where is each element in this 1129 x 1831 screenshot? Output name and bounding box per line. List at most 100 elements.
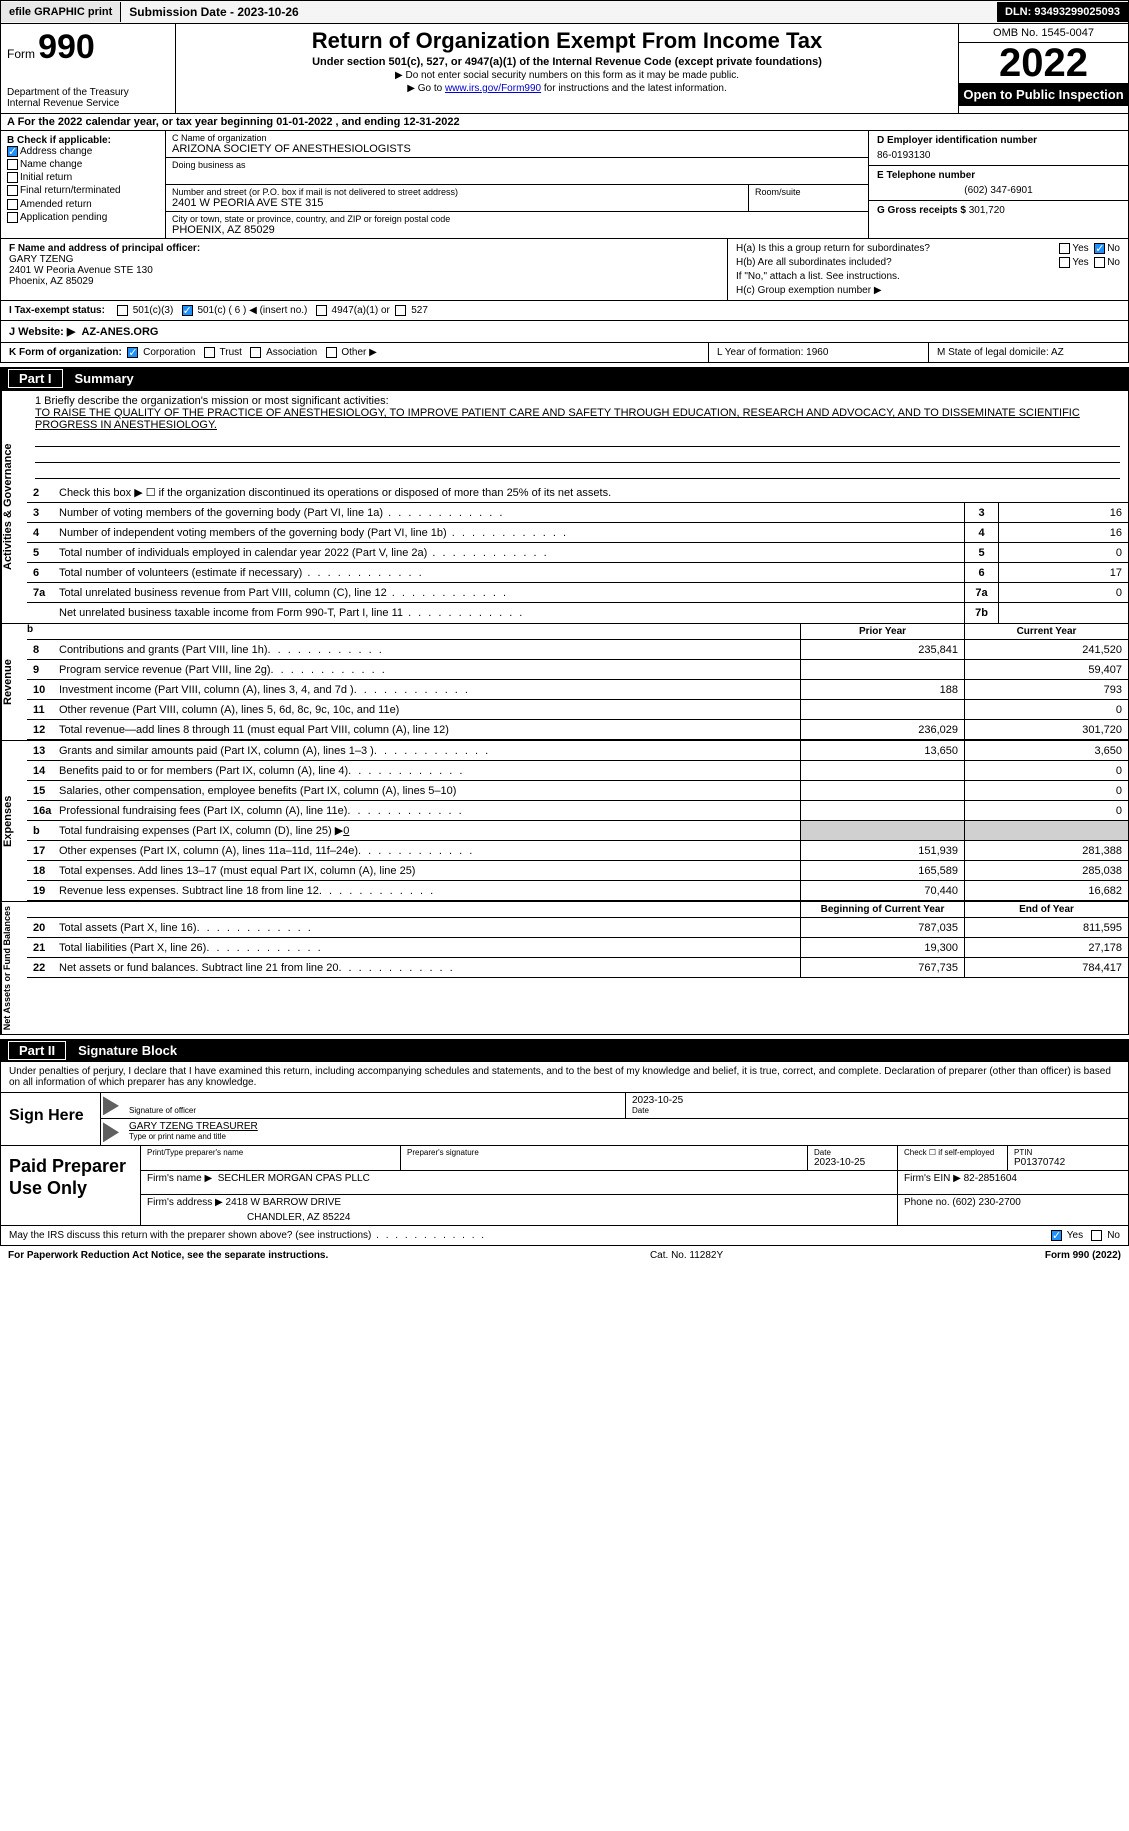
chk-app-pending[interactable]	[7, 212, 18, 223]
section-identity: B Check if applicable: Address change Na…	[0, 131, 1129, 239]
paperwork-notice: For Paperwork Reduction Act Notice, see …	[8, 1250, 328, 1261]
sig-date: 2023-10-25	[632, 1095, 1122, 1106]
officer-name-title: GARY TZENG TREASURER	[129, 1121, 1122, 1132]
chk-corp[interactable]	[127, 347, 138, 358]
tax-year: 2022	[959, 43, 1128, 83]
page-footer: For Paperwork Reduction Act Notice, see …	[0, 1246, 1129, 1265]
paid-preparer-label: Paid Preparer Use Only	[1, 1146, 141, 1225]
col-b: B Check if applicable: Address change Na…	[1, 131, 166, 238]
arrow-icon	[103, 1096, 119, 1115]
vlabel-governance: Activities & Governance	[1, 391, 27, 623]
vlabel-expenses: Expenses	[1, 741, 27, 901]
officer-addr2: Phoenix, AZ 85029	[9, 276, 719, 287]
addr-label: Number and street (or P.O. box if mail i…	[172, 187, 742, 197]
chk-discuss-no[interactable]	[1091, 1230, 1102, 1241]
ptin: P01370742	[1014, 1157, 1122, 1168]
chk-ha-no[interactable]	[1094, 243, 1105, 254]
col-deg: D Employer identification number 86-0193…	[868, 131, 1128, 238]
chk-other[interactable]	[326, 347, 337, 358]
submission-date: Submission Date - 2023-10-26	[121, 1, 306, 23]
chk-501c3[interactable]	[117, 305, 128, 316]
form-subtitle: Under section 501(c), 527, or 4947(a)(1)…	[180, 56, 954, 68]
chk-527[interactable]	[395, 305, 406, 316]
chk-hb-yes[interactable]	[1059, 257, 1070, 268]
header-center: Return of Organization Exempt From Incom…	[176, 24, 958, 113]
hc: H(c) Group exemption number ▶	[736, 285, 1120, 296]
sig-officer-label: Signature of officer	[129, 1106, 619, 1115]
sign-here-label: Sign Here	[1, 1093, 101, 1145]
mission-text: TO RAISE THE QUALITY OF THE PRACTICE OF …	[35, 407, 1120, 431]
vlabel-revenue: Revenue	[1, 624, 27, 740]
row-k-form-org: K Form of organization: Corporation Trus…	[0, 343, 1129, 363]
chk-address-change[interactable]	[7, 146, 18, 157]
chk-initial-return[interactable]	[7, 172, 18, 183]
form-number: 990	[38, 28, 95, 66]
city-label: City or town, state or province, country…	[172, 214, 862, 224]
chk-final-return[interactable]	[7, 185, 18, 196]
city-state-zip: PHOENIX, AZ 85029	[172, 224, 862, 236]
ein-label: D Employer identification number	[877, 135, 1120, 146]
form-header: Form 990 Department of the Treasury Inte…	[0, 24, 1129, 114]
chk-amended[interactable]	[7, 199, 18, 210]
phone-label: E Telephone number	[877, 170, 1120, 181]
treasury-dept: Department of the Treasury	[7, 87, 169, 98]
revenue-block: Revenue bPrior YearCurrent Year 8Contrib…	[0, 624, 1129, 741]
part2-header: Part II Signature Block	[0, 1039, 1129, 1062]
dln: DLN: 93493299025093	[997, 2, 1128, 22]
ein-value: 86-0193130	[877, 150, 1120, 161]
goto-note: ▶ Go to www.irs.gov/Form990 for instruct…	[180, 83, 954, 94]
org-name: ARIZONA SOCIETY OF ANESTHESIOLOGISTS	[172, 143, 862, 155]
room-label: Room/suite	[755, 187, 862, 197]
header-right: OMB No. 1545-0047 2022 Open to Public In…	[958, 24, 1128, 113]
ssn-note: ▶ Do not enter social security numbers o…	[180, 70, 954, 81]
phone-value: (602) 347-6901	[877, 185, 1120, 196]
form-word: Form	[7, 47, 35, 61]
mission-block: 1 Briefly describe the organization's mi…	[27, 391, 1128, 483]
form-title: Return of Organization Exempt From Incom…	[180, 28, 954, 54]
form-ref: Form 990 (2022)	[1045, 1250, 1121, 1261]
chk-4947[interactable]	[316, 305, 327, 316]
col-h: H(a) Is this a group return for subordin…	[728, 239, 1128, 300]
firm-addr2: CHANDLER, AZ 85224	[247, 1212, 891, 1223]
street-address: 2401 W PEORIA AVE STE 315	[172, 197, 742, 209]
header-left: Form 990 Department of the Treasury Inte…	[1, 24, 176, 113]
paid-preparer-block: Paid Preparer Use Only Print/Type prepar…	[0, 1146, 1129, 1226]
row-a-period: A For the 2022 calendar year, or tax yea…	[0, 114, 1129, 131]
expenses-block: Expenses 13Grants and similar amounts pa…	[0, 741, 1129, 902]
firm-ein: 82-2851604	[964, 1173, 1017, 1184]
chk-discuss-yes[interactable]	[1051, 1230, 1062, 1241]
topbar: efile GRAPHIC print Submission Date - 20…	[0, 0, 1129, 24]
chk-501c[interactable]	[182, 305, 193, 316]
arrow-icon	[103, 1122, 119, 1142]
vlabel-netassets: Net Assets or Fund Balances	[1, 902, 27, 1034]
firm-addr1: 2418 W BARROW DRIVE	[226, 1197, 342, 1208]
chk-ha-yes[interactable]	[1059, 243, 1070, 254]
chk-trust[interactable]	[204, 347, 215, 358]
prep-phone: (602) 230-2700	[952, 1197, 1020, 1208]
irs-label: Internal Revenue Service	[7, 98, 169, 109]
chk-assoc[interactable]	[250, 347, 261, 358]
row-j-website: J Website: ▶ AZ-ANES.ORG	[0, 321, 1129, 343]
part1-header: Part I Summary	[0, 367, 1129, 390]
row-i-tax-status: I Tax-exempt status: 501(c)(3) 501(c) ( …	[0, 301, 1129, 321]
activities-governance: Activities & Governance 1 Briefly descri…	[0, 390, 1129, 624]
state-domicile: M State of legal domicile: AZ	[928, 343, 1128, 362]
chk-name-change[interactable]	[7, 159, 18, 170]
signature-intro: Under penalties of perjury, I declare th…	[0, 1062, 1129, 1093]
gross-value: 301,720	[969, 205, 1005, 216]
efile-print-button[interactable]: efile GRAPHIC print	[1, 2, 121, 22]
firm-name: SECHLER MORGAN CPAS PLLC	[218, 1173, 370, 1184]
col-c: C Name of organization ARIZONA SOCIETY O…	[166, 131, 868, 238]
dba-label: Doing business as	[172, 160, 862, 170]
open-inspection: Open to Public Inspection	[959, 83, 1128, 106]
gross-label: G Gross receipts $	[877, 205, 966, 216]
officer-addr1: 2401 W Peoria Avenue STE 130	[9, 265, 719, 276]
chk-hb-no[interactable]	[1094, 257, 1105, 268]
section-f-h: F Name and address of principal officer:…	[0, 239, 1129, 301]
form990-link[interactable]: www.irs.gov/Form990	[445, 83, 541, 94]
hb-note: If "No," attach a list. See instructions…	[736, 271, 1120, 282]
officer-name: GARY TZENG	[9, 254, 719, 265]
org-name-label: C Name of organization	[172, 133, 862, 143]
cat-number: Cat. No. 11282Y	[650, 1250, 723, 1261]
discuss-row: May the IRS discuss this return with the…	[0, 1226, 1129, 1246]
